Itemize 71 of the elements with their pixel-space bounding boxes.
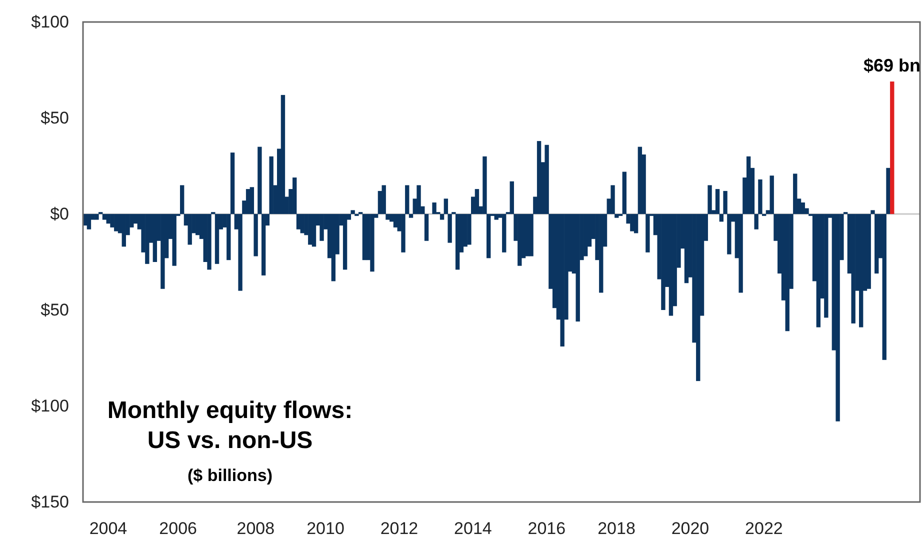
bar xyxy=(292,178,297,214)
bar xyxy=(94,214,99,220)
x-tick-label: 2016 xyxy=(528,519,566,538)
bar xyxy=(599,214,604,293)
bar xyxy=(610,185,615,214)
bar xyxy=(280,94,286,214)
bar xyxy=(824,214,828,318)
bar xyxy=(455,214,460,270)
bar xyxy=(246,189,250,214)
bar xyxy=(160,214,165,289)
bar xyxy=(661,214,666,310)
bar xyxy=(630,214,634,232)
x-tick-label: 2020 xyxy=(671,519,710,538)
bar xyxy=(102,214,107,220)
bar xyxy=(696,214,700,382)
y-tick-label: $0 xyxy=(50,204,69,224)
x-tick-label: 2012 xyxy=(380,519,418,538)
bar xyxy=(851,214,856,324)
bar xyxy=(634,214,638,234)
bar xyxy=(110,214,114,228)
bar xyxy=(440,214,444,220)
bar xyxy=(207,214,212,270)
bar xyxy=(145,214,150,264)
bar xyxy=(474,189,480,214)
bar xyxy=(432,202,436,214)
bar xyxy=(890,82,894,214)
x-tick-label: 2008 xyxy=(236,519,275,538)
bar xyxy=(494,214,498,220)
text: ($ billions) xyxy=(188,466,272,485)
bar xyxy=(416,185,421,214)
bar xyxy=(536,141,542,214)
bar xyxy=(684,214,689,284)
x-tick-label: 2004 xyxy=(89,519,128,538)
x-tick-label: 2006 xyxy=(159,519,197,538)
y-tick-label: $50 xyxy=(40,300,69,320)
text: Monthly equity flows: US vs. non-US xyxy=(107,397,353,454)
bar xyxy=(874,214,879,274)
bar xyxy=(393,214,398,228)
bar xyxy=(866,214,871,289)
bar xyxy=(226,214,231,260)
bar xyxy=(668,214,674,316)
bar xyxy=(715,189,720,214)
bar xyxy=(576,214,580,322)
bar xyxy=(836,214,840,422)
bar xyxy=(230,152,235,214)
annotation: $69 bn xyxy=(863,56,920,76)
bar xyxy=(502,214,506,252)
bar xyxy=(312,214,316,247)
bar xyxy=(424,214,429,241)
bar xyxy=(342,214,348,270)
bar xyxy=(408,214,414,218)
x-tick-label: 2022 xyxy=(745,519,783,538)
y-tick-label: $100 xyxy=(31,396,69,416)
bar xyxy=(86,214,92,230)
bar xyxy=(214,214,220,264)
y-tick-label: $150 xyxy=(31,492,69,512)
y-tick-label: $100 xyxy=(31,12,69,32)
bar xyxy=(114,214,118,232)
bar xyxy=(746,156,751,214)
x-tick-label: 2010 xyxy=(306,519,344,538)
bar xyxy=(518,214,522,266)
bar xyxy=(296,214,301,230)
bar xyxy=(308,214,312,245)
bar xyxy=(172,214,176,266)
x-tick-label: 2018 xyxy=(598,519,636,538)
y-tick-label: $50 xyxy=(40,108,69,128)
bar xyxy=(320,214,324,241)
x-tick-label: 2014 xyxy=(454,519,492,538)
bar xyxy=(370,214,374,272)
bar xyxy=(560,214,564,346)
bar xyxy=(180,185,184,214)
